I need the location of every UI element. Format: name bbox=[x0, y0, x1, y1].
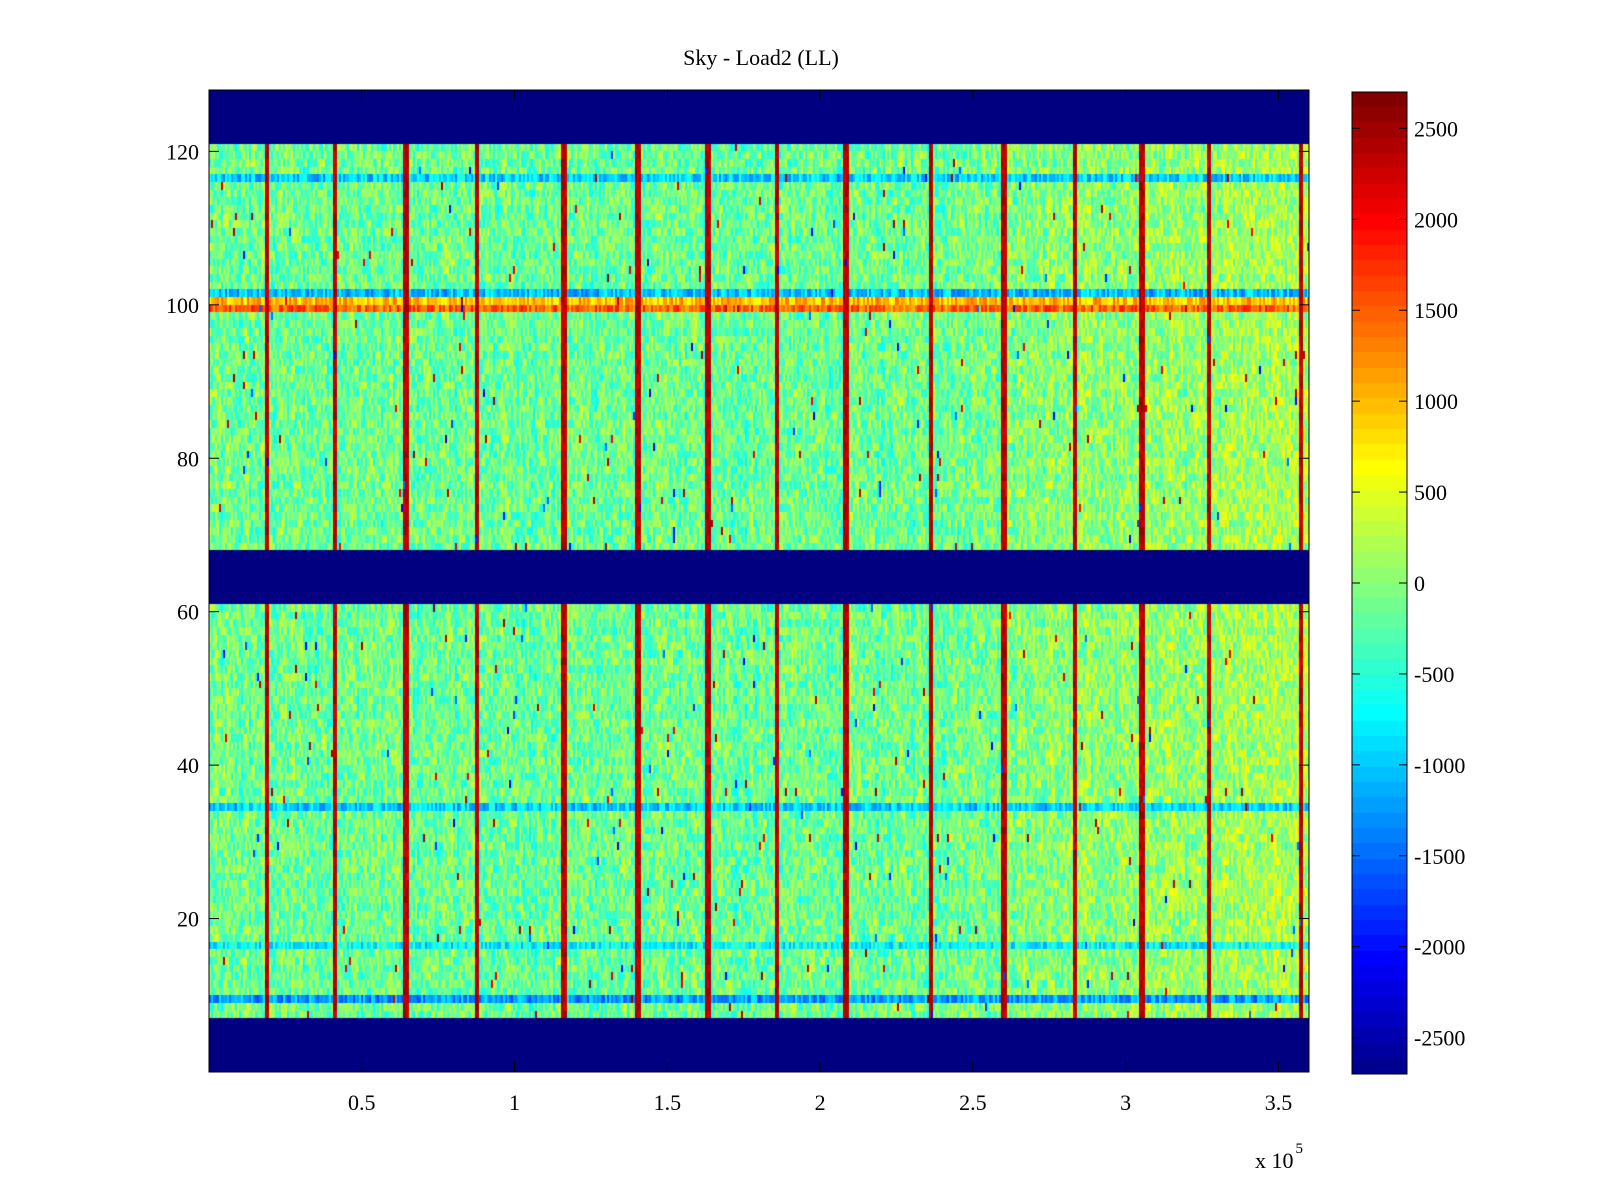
y-tick-label: 120 bbox=[166, 139, 199, 164]
x-tick-label: 2 bbox=[815, 1090, 826, 1115]
x-axis: 0.5 1 1.5 2 2.5 3 3.5 bbox=[348, 90, 1292, 1115]
chart-title: Sky - Load2 (LL) bbox=[683, 45, 839, 70]
colorbar-tick-label: -1500 bbox=[1414, 844, 1465, 869]
heatmap-image-wrapper bbox=[209, 90, 1309, 1072]
colorbar-tick-label: 0 bbox=[1414, 571, 1425, 596]
y-tick-label: 20 bbox=[177, 907, 199, 932]
colorbar-tick-label: 1500 bbox=[1414, 298, 1458, 323]
colorbar-tick-label: -1000 bbox=[1414, 753, 1465, 778]
x-exponent-label: x 10 5 bbox=[1255, 1141, 1303, 1173]
colorbar-image-wrapper bbox=[1352, 92, 1407, 1074]
colorbar-image bbox=[1352, 92, 1407, 1074]
colorbar-tick-label: 2500 bbox=[1414, 116, 1458, 141]
colorbar-tick-label: -2500 bbox=[1414, 1026, 1465, 1051]
x-tick-label: 3 bbox=[1120, 1090, 1131, 1115]
x-tick-label: 2.5 bbox=[959, 1090, 987, 1115]
x-tick-label: 0.5 bbox=[348, 1090, 376, 1115]
x-exponent-base: x 10 bbox=[1255, 1148, 1294, 1173]
heatmap-plot: 0.5 1 1.5 2 2.5 3 3.5 20 40 60 80 100 120 x 10 5 bbox=[166, 89, 1310, 1173]
y-tick-label: 80 bbox=[177, 446, 199, 471]
colorbar-tick-label: -2000 bbox=[1414, 935, 1465, 960]
x-exponent-power: 5 bbox=[1296, 1141, 1304, 1157]
colorbar-tick-label: 2000 bbox=[1414, 207, 1458, 232]
y-tick-label: 100 bbox=[166, 293, 199, 318]
heatmap-image bbox=[209, 90, 1309, 1072]
colorbar-tick-label: 1000 bbox=[1414, 389, 1458, 414]
plot-frame bbox=[208, 89, 1310, 1073]
colorbar-tick-label: -500 bbox=[1414, 662, 1454, 687]
colorbar-tick-label: 500 bbox=[1414, 480, 1447, 505]
x-tick-label: 1.5 bbox=[654, 1090, 682, 1115]
colorbar: 2500 2000 1500 1000 500 0 -500 -1000 -1500 -2000 -… bbox=[1351, 91, 1465, 1075]
x-tick-label: 1 bbox=[509, 1090, 520, 1115]
x-tick-label: 3.5 bbox=[1265, 1090, 1293, 1115]
y-axis: 20 40 60 80 100 120 bbox=[166, 139, 1309, 932]
y-tick-label: 40 bbox=[177, 753, 199, 778]
y-tick-label: 60 bbox=[177, 600, 199, 625]
colorbar-axis: 2500 2000 1500 1000 500 0 -500 -1000 -1500 -2000 -… bbox=[1352, 116, 1465, 1051]
